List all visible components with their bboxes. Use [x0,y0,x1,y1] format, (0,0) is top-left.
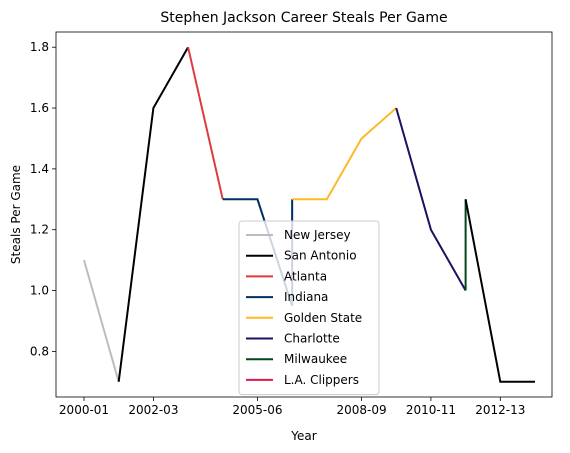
series-line [292,108,396,199]
y-tick-label: 1.2 [30,223,49,237]
x-tick-label: 2000-01 [59,403,109,417]
series-line [188,47,223,199]
x-tick-label: 2012-13 [475,403,525,417]
x-tick-label: 2005-06 [232,403,282,417]
y-axis-label: Steals Per Game [9,165,23,264]
y-tick-label: 0.8 [30,344,49,358]
x-tick-label: 2002-03 [128,403,178,417]
legend-label: Charlotte [284,332,340,346]
y-axis: 0.8 1.0 1.2 1.4 1.6 1.8 [30,40,56,358]
chart-title: Stephen Jackson Career Steals Per Game [160,10,447,26]
legend: New Jersey San Antonio Atlanta Indiana Golde… [239,221,379,395]
y-tick-label: 1.0 [30,284,49,298]
y-tick-label: 1.4 [30,162,49,176]
legend-label: L.A. Clippers [284,373,359,387]
series-line [119,47,188,382]
legend-label: Indiana [284,290,328,304]
legend-label: San Antonio [284,249,357,263]
x-tick-label: 2010-11 [406,403,456,417]
series-line [466,199,535,381]
x-axis: 2000-01 2002-03 2005-06 2008-09 2010-11 2012-… [59,397,525,417]
legend-label: Atlanta [284,269,327,283]
legend-box [239,221,379,395]
x-tick-label: 2008-09 [336,403,386,417]
y-tick-label: 1.6 [30,101,49,115]
y-tick-label: 1.8 [30,40,49,54]
legend-label: Golden State [284,311,362,325]
legend-label: Milwaukee [284,352,347,366]
series-line [84,260,119,382]
x-axis-label: Year [290,429,316,443]
series-line [396,108,465,291]
legend-label: New Jersey [284,228,351,242]
